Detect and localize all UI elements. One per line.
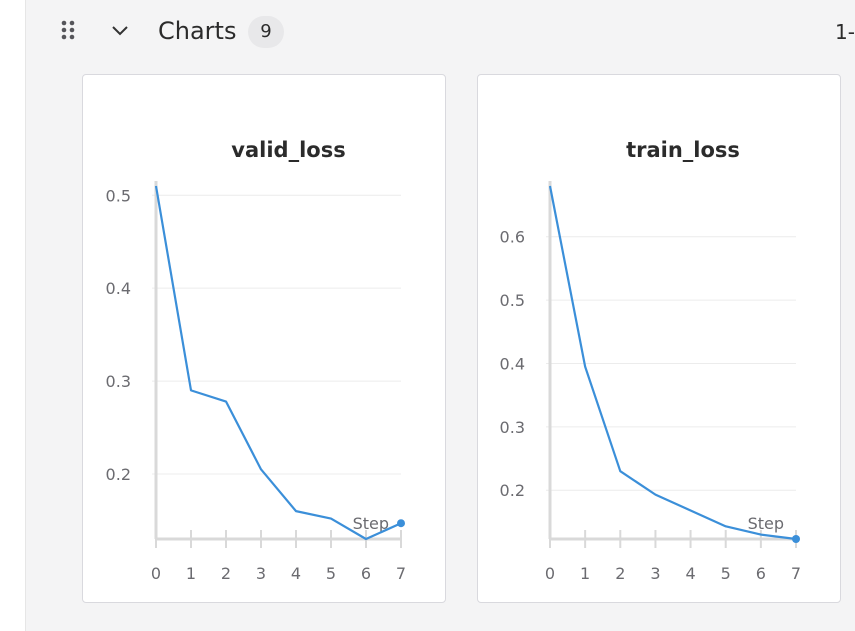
series-line <box>548 185 797 541</box>
data-point <box>548 184 552 188</box>
section-header: Charts 9 1- <box>26 0 855 62</box>
y-tick-label: 0.4 <box>500 354 525 373</box>
data-point <box>724 524 728 528</box>
y-tick-label: 0.4 <box>106 279 131 298</box>
x-tick-label: 5 <box>721 564 731 583</box>
data-point <box>759 533 763 537</box>
y-tick-label: 0.6 <box>500 228 525 247</box>
x-tick-label: 3 <box>256 564 266 583</box>
y-tick-label: 0.2 <box>106 465 131 484</box>
x-tick-label: 3 <box>650 564 660 583</box>
x-tick-label: 7 <box>791 564 801 583</box>
data-point <box>189 388 193 392</box>
chart-title: train_loss <box>626 138 740 162</box>
data-point <box>583 365 587 369</box>
x-tick-label: 6 <box>756 564 766 583</box>
data-point <box>653 493 657 497</box>
y-tick-label: 0.2 <box>500 481 525 500</box>
line-chart-train-loss: train_loss 0.2 0.3 0.4 0.5 0.6 0 1 2 3 4 5 6 7 Step <box>500 138 802 583</box>
chart-panel-train-loss[interactable]: train_loss 0.2 0.3 0.4 0.5 0.6 0 1 2 3 4 5 6 7 Step <box>477 74 841 603</box>
y-tick-label: 0.5 <box>106 186 131 205</box>
data-point <box>618 469 622 473</box>
y-tick-label: 0.5 <box>500 291 525 310</box>
data-point <box>689 508 693 512</box>
pagination-label: 1- <box>835 20 855 44</box>
x-tick-label: 1 <box>580 564 590 583</box>
data-point <box>294 509 298 513</box>
last-data-point <box>397 519 405 528</box>
x-tick-label: 5 <box>326 564 336 583</box>
x-tick-label: 0 <box>151 564 161 583</box>
charts-section: Charts 9 1- valid_loss 0.2 0.3 0.4 0.5 0 1 2 3 4 5… <box>26 0 855 631</box>
chart-title: valid_loss <box>231 138 345 162</box>
last-data-point <box>792 535 800 543</box>
y-tick-label: 0.3 <box>106 372 131 391</box>
drag-handle-icon[interactable] <box>56 18 80 42</box>
chevron-down-icon[interactable] <box>109 21 131 41</box>
data-point <box>329 517 333 521</box>
x-tick-label: 1 <box>186 564 196 583</box>
x-tick-label: 6 <box>361 564 371 583</box>
data-point <box>154 184 158 188</box>
x-tick-label: 4 <box>291 564 301 583</box>
chart-panel-valid-loss[interactable]: valid_loss 0.2 0.3 0.4 0.5 0 1 2 3 4 5 6 7 Step <box>82 74 446 603</box>
data-point <box>259 467 263 471</box>
x-tick-label: 2 <box>615 564 625 583</box>
x-tick-label: 0 <box>545 564 555 583</box>
line-chart-valid-loss: valid_loss 0.2 0.3 0.4 0.5 0 1 2 3 4 5 6 7 Step <box>106 138 407 583</box>
chart-count-badge: 9 <box>248 16 284 48</box>
x-tick-label: 7 <box>396 564 406 583</box>
data-point <box>224 400 228 404</box>
x-axis-label: Step <box>748 514 784 533</box>
series-line <box>154 185 402 541</box>
data-point <box>364 537 368 541</box>
section-title[interactable]: Charts <box>158 17 237 45</box>
y-tick-label: 0.3 <box>500 418 525 437</box>
x-tick-label: 2 <box>221 564 231 583</box>
left-gutter <box>0 0 26 631</box>
x-tick-label: 4 <box>685 564 695 583</box>
x-axis-label: Step <box>353 514 389 533</box>
